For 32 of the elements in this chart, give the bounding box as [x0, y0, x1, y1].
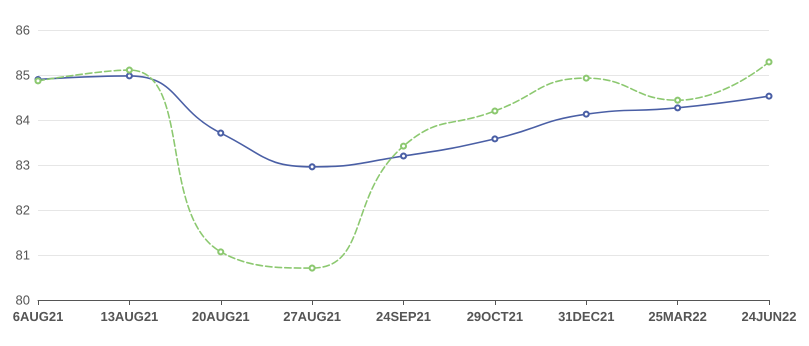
x-tick-label: 29OCT21: [466, 309, 524, 324]
point: [766, 92, 772, 100]
point: [674, 96, 682, 104]
point: [217, 130, 224, 137]
y-tick-label: 86: [16, 22, 30, 38]
x-tick-label: 24SEP21: [376, 309, 431, 324]
x-tick-label: 6AUG21: [12, 309, 64, 324]
y-tick-label: 82: [16, 202, 30, 218]
point: [400, 152, 407, 160]
x-tick-label: 24JUN22: [742, 309, 796, 324]
point: [491, 108, 498, 114]
point: [308, 264, 316, 272]
point: [582, 74, 590, 82]
x-tick-label: 25MAR22: [648, 309, 707, 324]
point: [582, 110, 590, 118]
point: [766, 58, 772, 66]
x-tick-label: 20AUG21: [192, 309, 250, 324]
point: [400, 142, 407, 150]
y-tick-label: 80: [16, 292, 30, 308]
y-tick-label: 83: [16, 158, 30, 172]
point: [126, 72, 133, 80]
point: [126, 66, 133, 74]
y-tick-label: 84: [16, 112, 30, 128]
y-tick-label: 81: [16, 248, 30, 262]
point: [674, 104, 682, 112]
x-tick-label: 27AUG21: [283, 309, 342, 324]
x-tick-label: 13AUG21: [100, 309, 158, 324]
point: [491, 135, 498, 142]
point: [217, 248, 224, 256]
x-tick-label: 31DEC21: [558, 309, 614, 324]
point: [308, 163, 316, 170]
y-tick-label: 85: [16, 68, 30, 82]
